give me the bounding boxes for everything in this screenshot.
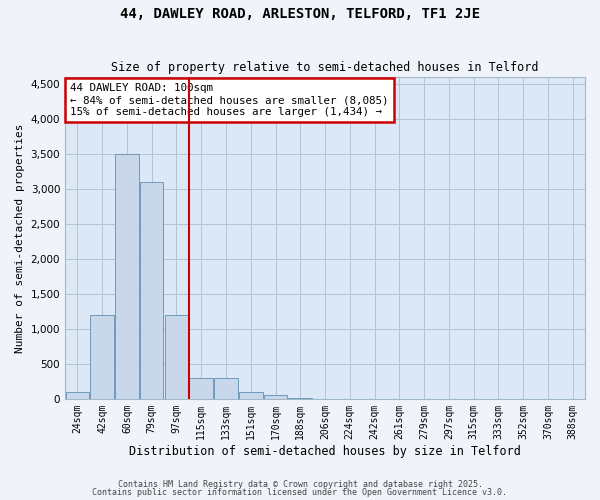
Text: 44, DAWLEY ROAD, ARLESTON, TELFORD, TF1 2JE: 44, DAWLEY ROAD, ARLESTON, TELFORD, TF1 … <box>120 8 480 22</box>
Text: 44 DAWLEY ROAD: 100sqm
← 84% of semi-detached houses are smaller (8,085)
15% of : 44 DAWLEY ROAD: 100sqm ← 84% of semi-det… <box>70 84 389 116</box>
Text: Contains public sector information licensed under the Open Government Licence v3: Contains public sector information licen… <box>92 488 508 497</box>
Bar <box>140 182 163 399</box>
Bar <box>239 392 263 399</box>
Bar <box>264 396 287 399</box>
Title: Size of property relative to semi-detached houses in Telford: Size of property relative to semi-detach… <box>111 62 539 74</box>
Text: Contains HM Land Registry data © Crown copyright and database right 2025.: Contains HM Land Registry data © Crown c… <box>118 480 482 489</box>
Bar <box>65 392 89 399</box>
Bar <box>214 378 238 399</box>
Y-axis label: Number of semi-detached properties: Number of semi-detached properties <box>15 123 25 352</box>
Bar <box>115 154 139 399</box>
X-axis label: Distribution of semi-detached houses by size in Telford: Distribution of semi-detached houses by … <box>129 444 521 458</box>
Bar <box>165 315 188 399</box>
Bar <box>190 378 213 399</box>
Bar <box>91 315 114 399</box>
